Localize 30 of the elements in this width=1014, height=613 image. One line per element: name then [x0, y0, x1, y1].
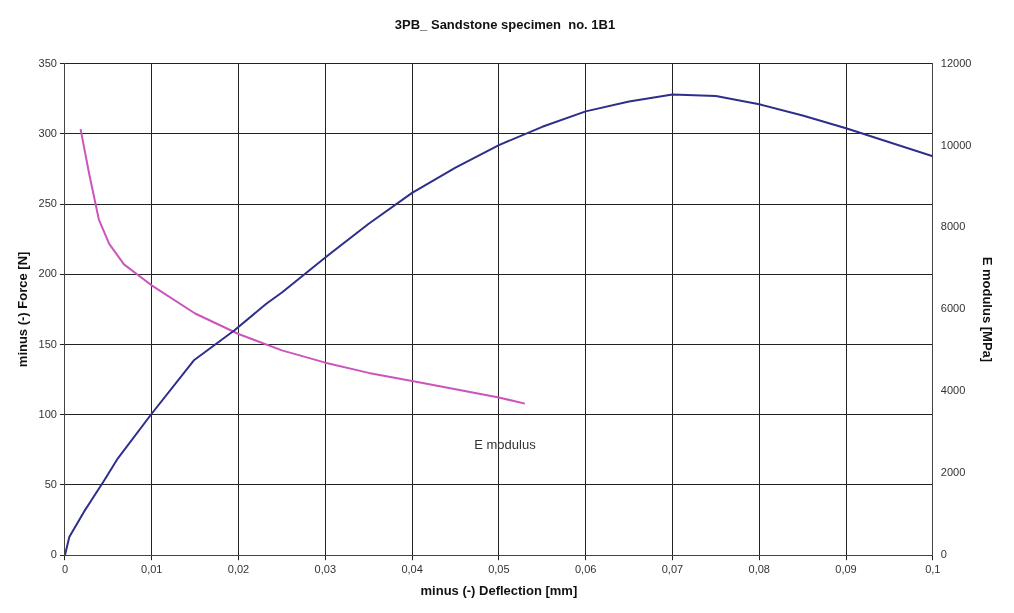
- x-axis-title: minus (-) Deflection [mm]: [420, 582, 578, 598]
- y2-tick-label: 4000: [940, 384, 966, 397]
- chart-title: 3PB_ Sandstone specimen no. 1B1: [394, 17, 616, 33]
- y2-tick-label: 10000: [940, 138, 972, 151]
- y2-tick-label: 0: [940, 548, 947, 561]
- x-tick-label: 0,09: [835, 562, 857, 575]
- x-tick-label: 0,03: [314, 562, 337, 575]
- y-tick-label: 100: [38, 407, 57, 420]
- y-tick-label: 350: [38, 56, 57, 69]
- y-axis-title: minus (-) Force [N]: [15, 251, 31, 368]
- x-tick-label: 0: [61, 562, 69, 575]
- x-tick-label: 0,05: [488, 562, 510, 575]
- y2-tick-label: 12000: [940, 56, 972, 69]
- x-tick-label: 0,08: [748, 562, 770, 575]
- x-tick-label: 0,02: [227, 562, 250, 575]
- y2-axis-title: E modulus [MPa]: [979, 256, 995, 363]
- x-tick-label: 0,01: [141, 562, 163, 575]
- y2-tick-label: 6000: [940, 302, 966, 315]
- y-tick-label: 250: [38, 197, 57, 210]
- y-tick-label: 300: [38, 126, 57, 139]
- y-tick-label: 200: [38, 267, 57, 280]
- y2-tick-label: 2000: [940, 466, 966, 479]
- x-tick-label: 0,04: [401, 562, 423, 575]
- y2-tick-label: 8000: [940, 220, 966, 233]
- x-tick-label: 0,1: [925, 562, 941, 575]
- x-tick-label: 0,07: [661, 562, 684, 575]
- x-tick-label: 0,06: [574, 562, 597, 575]
- y-tick-label: 150: [38, 337, 57, 350]
- y-tick-label: 50: [44, 478, 57, 490]
- y-tick-label: 0: [50, 548, 57, 561]
